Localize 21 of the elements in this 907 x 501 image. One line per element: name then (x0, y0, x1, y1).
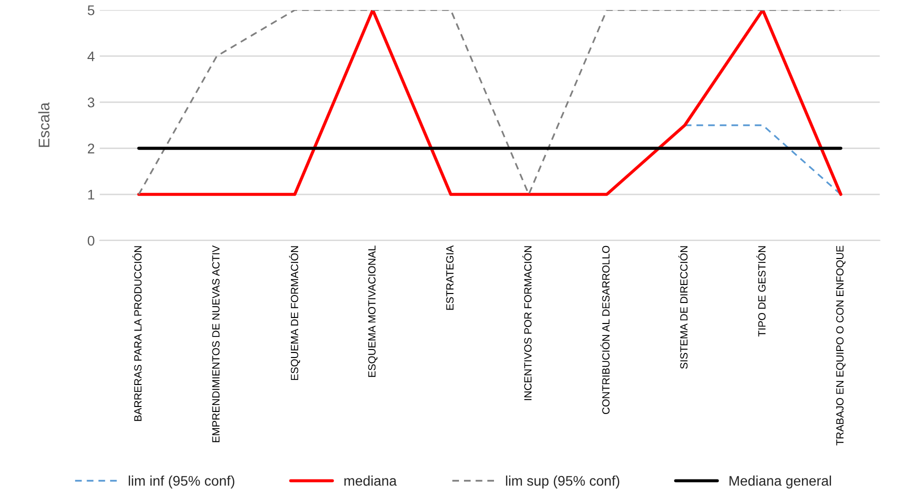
legend-label: lim inf (95% conf) (128, 476, 234, 488)
x-tick-label: ESTRATEGIA (446, 245, 454, 310)
x-tick-label: EMPRENDIMIENTOS DE NUEVAS ACTIV (212, 245, 220, 442)
x-tick-label: TIPO DE GESTIÓN (756, 246, 766, 337)
x-tick-label: ESQUEMA DE FORMACIÓN (289, 246, 300, 380)
y-tick-label: 5 (88, 5, 94, 16)
y-tick-label: 1 (88, 190, 94, 200)
y-tick-label: 3 (88, 98, 94, 108)
legend-label: lim sup (95% conf) (506, 476, 620, 488)
y-axis-title: Escala (38, 102, 50, 147)
y-tick-label: 4 (88, 52, 95, 62)
y-tick-label: 0 (88, 236, 94, 246)
x-tick-label: INCENTIVOS POR FORMACIÓN (522, 246, 532, 400)
x-tick-label: CONTRIBUCIÓN AL DESARROLLO (600, 246, 610, 414)
y-tick-label: 2 (88, 144, 94, 154)
x-tick-label: ESQUEMA MOTIVACIONAL (368, 246, 378, 377)
x-tick-label: SISTEMA DE DIRECCIÓN (678, 246, 688, 369)
x-tick-label: BARRERAS PARA LA PRODUCCIÓN (132, 246, 142, 421)
x-tick-label: TRABAJO EN EQUIPO O CON ENFOQUE (836, 246, 846, 446)
legend-label: mediana (344, 476, 397, 486)
legend-label: Mediana general (730, 476, 831, 488)
